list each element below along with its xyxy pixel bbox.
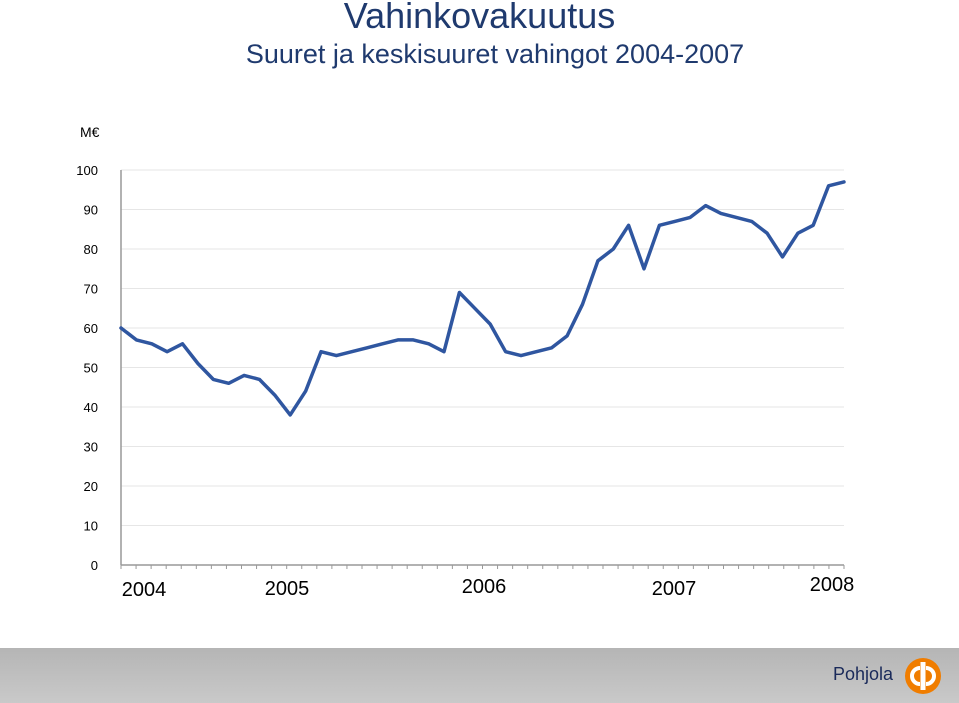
x-year-label: 2006 xyxy=(462,576,507,598)
y-tick-label: 80 xyxy=(84,242,98,257)
x-year-label: 2008 xyxy=(810,574,855,596)
brand-name: Pohjola xyxy=(833,664,894,684)
y-tick-label: 10 xyxy=(84,519,98,534)
y-tick-label: 100 xyxy=(76,163,98,178)
x-year-label: 2007 xyxy=(652,578,697,600)
series-line xyxy=(119,180,846,417)
y-axis-label: M€ xyxy=(80,124,100,140)
page-title: Vahinkovakuutus xyxy=(343,0,616,36)
y-tick-label: 30 xyxy=(84,440,98,455)
y-tick-label: 60 xyxy=(84,321,98,336)
pohjola-logo-icon xyxy=(905,658,941,694)
y-tick-label: 90 xyxy=(84,203,98,218)
x-year-label: 2005 xyxy=(265,578,310,600)
y-tick-label: 20 xyxy=(84,479,98,494)
line-chart: 0 10 20 30 40 50 60 70 80 90 100 2004 2005 2006 2007 20… xyxy=(76,163,855,601)
footer-bar xyxy=(0,648,959,703)
y-tick-label: 40 xyxy=(84,400,98,415)
y-tick-label: 0 xyxy=(91,558,98,573)
y-tick-label: 70 xyxy=(84,282,98,297)
page-subtitle: Suuret ja keskisuuret vahingot 2004-2007 xyxy=(245,39,745,69)
x-year-label: 2004 xyxy=(122,579,167,601)
y-tick-label: 50 xyxy=(84,361,98,376)
